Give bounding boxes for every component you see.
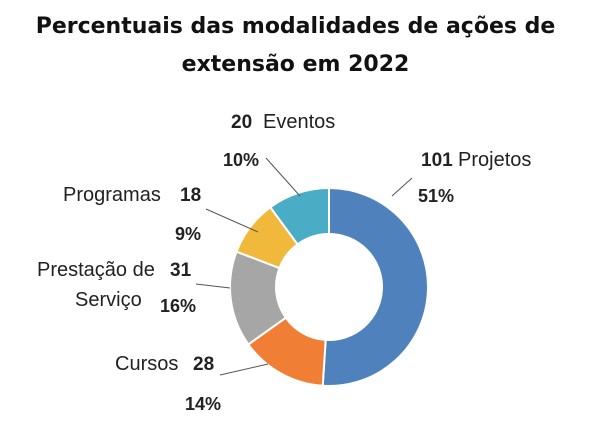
- category-label-projetos: Projetos: [458, 149, 531, 171]
- leader-line-projetos: [391, 177, 413, 197]
- count-label-projetos: 101: [421, 150, 453, 171]
- category-label-prestacao-line-2: Serviço: [75, 289, 142, 311]
- chart-title-line-1: Percentuais das modalidades de ações de: [35, 14, 556, 39]
- percent-label-eventos: 10%: [223, 150, 259, 170]
- chart-title-line-2: extensão em 2022: [181, 52, 410, 77]
- chart-title: Percentuais das modalidades de ações de …: [0, 8, 591, 84]
- leader-lines: [195, 157, 413, 376]
- category-label-programas: Programas: [63, 184, 161, 206]
- count-label-programas: 18: [180, 185, 201, 206]
- category-label-cursos: Cursos: [115, 353, 178, 375]
- donut-slice-eventos: [268, 186, 330, 246]
- leader-line-eventos: [265, 157, 301, 197]
- count-label-prestacao: 31: [170, 260, 192, 281]
- donut-slices: [229, 186, 429, 387]
- category-label-prestacao-line-1: Prestação de: [37, 259, 155, 281]
- donut-slice-projetos: [321, 186, 429, 387]
- count-label-cursos: 28: [193, 354, 214, 375]
- leader-line-prestacao: [195, 283, 231, 289]
- category-label-eventos: Eventos: [263, 111, 335, 133]
- leader-line-programas: [205, 208, 259, 233]
- count-label-eventos: 20: [231, 112, 252, 133]
- leader-line-cursos: [219, 363, 269, 376]
- percent-label-prestacao: 16%: [160, 296, 196, 316]
- percent-label-projetos: 51%: [418, 186, 454, 206]
- percent-label-cursos: 14%: [185, 394, 221, 414]
- percent-label-programas: 9%: [175, 224, 201, 244]
